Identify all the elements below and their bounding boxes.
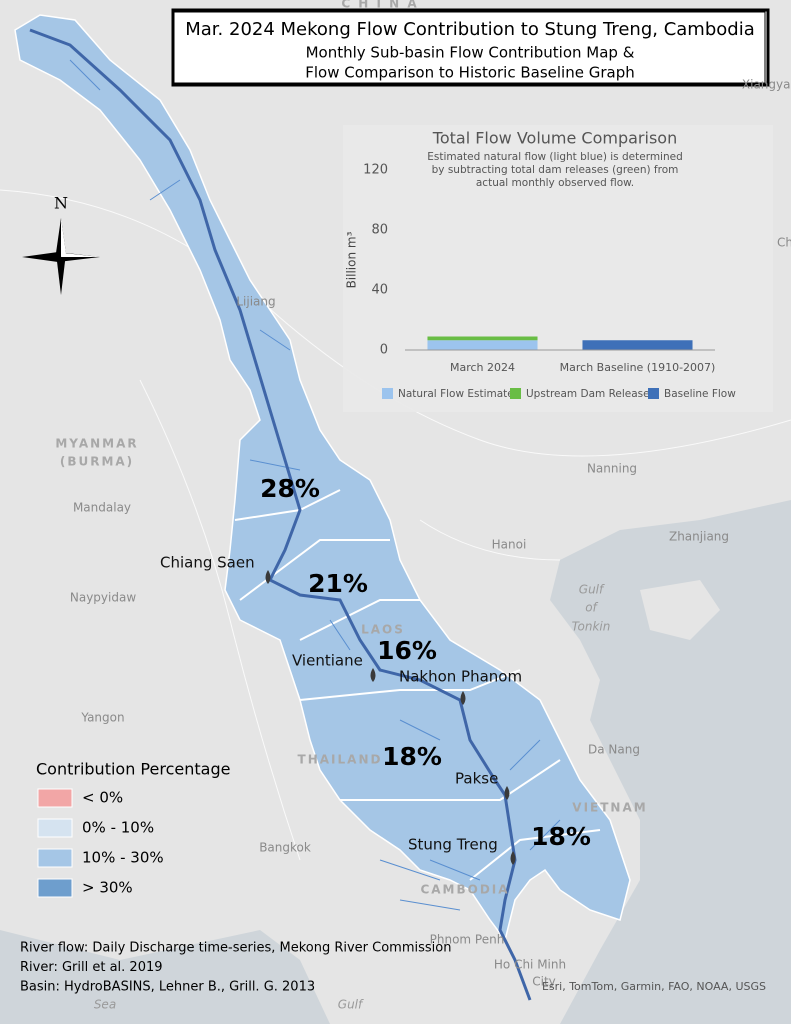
place-label: Sea (94, 998, 116, 1012)
water (550, 500, 791, 1024)
place-label: MYANMAR (55, 437, 138, 451)
title-box-inner (173, 11, 766, 84)
title: Monthly Sub-basin Flow Contribution Map … (306, 44, 635, 62)
water (0, 930, 330, 1024)
sub-basin-percent: 18% (531, 822, 591, 851)
tributaries (69, 59, 561, 911)
legend-swatch (648, 388, 659, 399)
sub-basin-percent: 28% (260, 474, 320, 503)
station-label: Stung Treng (408, 836, 498, 854)
place-label: Bangkok (259, 841, 311, 855)
legend-swatch (37, 818, 73, 838)
north-label: N (54, 194, 68, 213)
place-label: CAMBODIA (420, 883, 509, 897)
bar (427, 340, 538, 350)
compass (22, 218, 100, 295)
chart-subtitle: actual monthly observed flow. (476, 177, 634, 189)
x-tick-label: March Baseline (1910-2007) (560, 361, 716, 374)
legend-swatch (382, 388, 393, 399)
place-label: Ch (777, 236, 791, 250)
y-axis-label: Billion m³ (345, 231, 359, 288)
y-tick-label: 0 (380, 343, 388, 358)
legend-title: Contribution Percentage (36, 760, 230, 779)
sub-basin-percent: 18% (382, 742, 442, 771)
place-label: THAILAND (298, 753, 383, 767)
place-label: Nanning (587, 462, 637, 476)
island (640, 580, 720, 640)
place-label: City (532, 975, 556, 989)
place-label: LAOS (361, 623, 405, 637)
legend-swatch (37, 878, 73, 898)
legend-label: < 0% (82, 789, 123, 807)
station-label: Chiang Saen (160, 554, 255, 572)
station-label: Vientiane (292, 652, 363, 670)
bar (582, 340, 693, 350)
place-label: of (585, 601, 598, 615)
title: Mar. 2024 Mekong Flow Contribution to St… (185, 19, 755, 40)
place-label: Xiangyan (742, 78, 791, 92)
credit: River: Grill et al. 2019 (20, 960, 163, 975)
y-tick-label: 120 (363, 163, 388, 178)
attribution: Esri, TomTom, Garmin, FAO, NOAA, USGS (542, 980, 766, 993)
chart-panel (343, 125, 773, 412)
river (29, 28, 532, 1001)
sub-basin-percent: 16% (377, 636, 437, 665)
place-label: Zhanjiang (669, 530, 729, 544)
place-label: Hanoi (492, 538, 527, 552)
legend-label: Natural Flow Estimate (398, 388, 514, 400)
y-tick-label: 40 (371, 283, 388, 298)
station-markers (265, 570, 516, 865)
legend-label: Baseline Flow (664, 388, 736, 400)
x-tick-label: March 2024 (450, 361, 515, 374)
place-label: Lijiang (236, 295, 275, 309)
place-label: Gulf (338, 998, 364, 1012)
legend-label: 10% - 30% (82, 849, 164, 867)
place-label: Ho Chi Minh (494, 958, 566, 972)
place-label: Tonkin (572, 620, 611, 634)
chart-subtitle: Estimated natural flow (light blue) is d… (427, 151, 683, 163)
title: Flow Comparison to Historic Baseline Gra… (305, 64, 634, 82)
legend-swatch (510, 388, 521, 399)
place-label: Mandalay (73, 501, 131, 515)
place-label: (BURMA) (60, 455, 134, 469)
station-label: Nakhon Phanom (399, 668, 522, 686)
chart-subtitle: by subtracting total dam releases (green… (432, 164, 679, 176)
legend-swatch (37, 848, 73, 868)
legend-label: 0% - 10% (82, 819, 154, 837)
place-label: VIETNAM (572, 801, 647, 815)
place-label: Da Nang (588, 743, 640, 757)
place-label: C H I N A (341, 0, 418, 11)
basin (14, 14, 631, 942)
y-tick-label: 80 (371, 223, 388, 238)
legend-label: Upstream Dam Releases (526, 388, 655, 400)
credit: Basin: HydroBASINS, Lehner B., Grill. G.… (20, 980, 315, 995)
place-label: Phnom Penh (430, 933, 505, 947)
legend-label: > 30% (82, 879, 133, 897)
legend-swatch (37, 788, 73, 808)
place-label: Naypyidaw (70, 591, 136, 605)
chart-title: Total Flow Volume Comparison (432, 129, 677, 148)
sub-basin-percent: 21% (308, 569, 368, 598)
bar (427, 336, 538, 341)
station-label: Pakse (455, 770, 498, 788)
place-label: Yangon (80, 711, 124, 725)
place-label: Gulf (579, 583, 605, 597)
credit: River flow: Daily Discharge time-series,… (20, 941, 451, 956)
title-box (171, 8, 770, 87)
